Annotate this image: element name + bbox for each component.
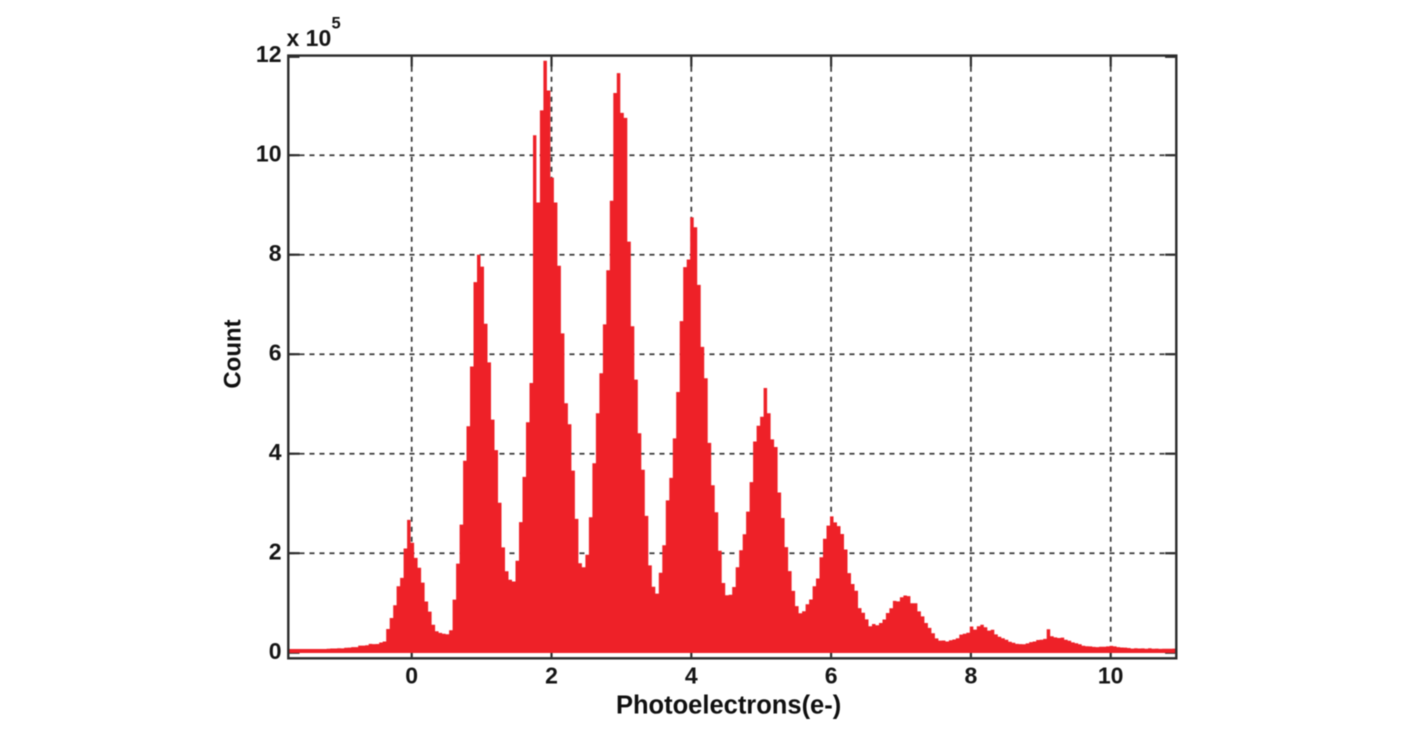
svg-text:8: 8 bbox=[269, 240, 282, 266]
svg-text:8: 8 bbox=[965, 663, 978, 689]
svg-text:12: 12 bbox=[256, 41, 282, 67]
svg-text:4: 4 bbox=[269, 439, 282, 465]
svg-text:0: 0 bbox=[405, 663, 418, 689]
svg-text:Count: Count bbox=[220, 319, 247, 388]
svg-text:4: 4 bbox=[685, 663, 698, 689]
svg-text:5: 5 bbox=[332, 15, 341, 33]
svg-text:2: 2 bbox=[269, 539, 282, 565]
svg-text:2: 2 bbox=[545, 663, 558, 689]
svg-text:6: 6 bbox=[269, 340, 282, 366]
svg-text:10: 10 bbox=[1098, 663, 1124, 689]
svg-text:0: 0 bbox=[269, 638, 282, 664]
svg-text:x 10: x 10 bbox=[287, 25, 332, 51]
svg-text:6: 6 bbox=[825, 663, 838, 689]
svg-text:10: 10 bbox=[256, 141, 282, 167]
svg-text:Photoelectrons(e-): Photoelectrons(e-) bbox=[616, 692, 841, 720]
